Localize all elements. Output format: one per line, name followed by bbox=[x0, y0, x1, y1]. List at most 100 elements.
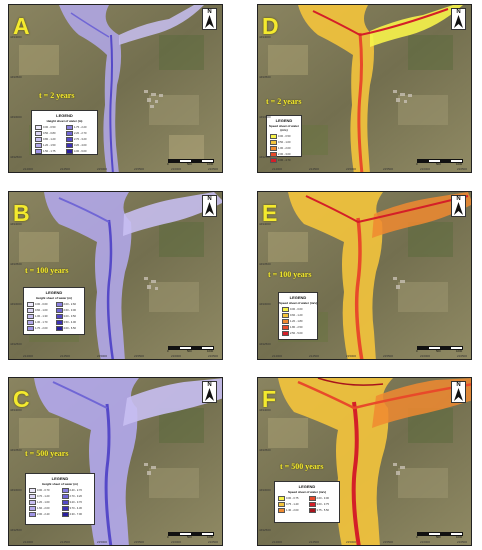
legend-swatch bbox=[61, 494, 69, 499]
village-blocks bbox=[393, 463, 405, 475]
legend-item: 1.40 - 2.00 bbox=[278, 508, 306, 513]
x-coordinate-tick: 216500 bbox=[457, 354, 468, 358]
legend-item: 1.00 - 2.00 bbox=[270, 146, 298, 151]
legend-item-label: 2.50 - 5.00 bbox=[290, 332, 303, 335]
legend-item: 1.20 - 1.50 bbox=[35, 143, 63, 148]
legend-swatch bbox=[270, 140, 277, 145]
legend-swatch bbox=[27, 320, 34, 325]
x-coordinate-tick: 216000 bbox=[420, 167, 431, 171]
legend-item: 3.00 - 3.75 bbox=[308, 502, 337, 507]
scale-bar: 0 500 1000 bbox=[416, 346, 463, 353]
y-coordinate-tick: 4493000 bbox=[10, 488, 22, 492]
scale-label-mid: 500 bbox=[436, 535, 441, 539]
y-coordinate-tick: 4493500 bbox=[259, 448, 271, 452]
y-coordinate-tick: 4493000 bbox=[259, 302, 271, 306]
x-coordinate-tick: 214500 bbox=[309, 167, 320, 171]
legend-item: 0.60 - 1.20 bbox=[282, 313, 314, 318]
x-coordinate-tick: 214500 bbox=[60, 540, 71, 544]
legend-item-label: 2.70 - 3.20 bbox=[69, 495, 82, 498]
x-coordinate-tick: 214000 bbox=[23, 354, 34, 358]
x-coordinate-tick: 214000 bbox=[23, 167, 34, 171]
legend-item: 0.60 - 1.00 bbox=[27, 308, 53, 313]
legend-item: 0.00 - 0.75 bbox=[278, 496, 306, 501]
legend-item-label: 0.00 - 0.75 bbox=[286, 497, 299, 500]
north-arrow-icon bbox=[454, 388, 463, 401]
legend-item: 3.20 - 3.70 bbox=[61, 500, 92, 505]
legend-item: 2.40 - 2.70 bbox=[61, 488, 92, 493]
scale-label-end: 1000 bbox=[456, 535, 463, 539]
map-panel-c: C t = 500 years N LEGEND Height sheet of… bbox=[8, 377, 223, 546]
legend-item-label: 3.70 - 4.30 bbox=[69, 507, 82, 510]
north-arrow: N bbox=[451, 195, 466, 217]
legend-swatch bbox=[278, 496, 285, 501]
scale-label-mid: 500 bbox=[436, 162, 441, 166]
north-arrow: N bbox=[202, 8, 217, 30]
village-blocks bbox=[393, 90, 412, 103]
legend-item-label: 1.20 - 1.50 bbox=[43, 144, 56, 147]
scale-label-start: 0 bbox=[167, 535, 169, 539]
legend-item: 0.75 - 1.40 bbox=[278, 502, 306, 507]
scale-label-mid: 500 bbox=[436, 349, 441, 353]
legend-swatch bbox=[35, 137, 42, 142]
legend-item: 0.00 - 0.60 bbox=[282, 307, 314, 312]
legend: LEGEND Height sheet of water (m) 0.00 - … bbox=[31, 110, 98, 155]
legend-item: 0.00 - 0.70 bbox=[29, 488, 59, 493]
north-arrow: N bbox=[202, 195, 217, 217]
legend-item-label: 0.75 - 1.40 bbox=[286, 503, 299, 506]
legend-subtitle: Speed sheet of water (m/s) bbox=[268, 124, 299, 132]
x-coordinate-tick: 214500 bbox=[60, 167, 71, 171]
panel-letter: F bbox=[262, 386, 277, 412]
legend: LEGEND Height sheet of water (m) 0.00 - … bbox=[23, 287, 85, 335]
x-coordinate-tick: 216000 bbox=[171, 540, 182, 544]
legend-item-label: 0.50 - 1.00 bbox=[278, 141, 291, 144]
x-coordinate-tick: 215000 bbox=[346, 540, 357, 544]
panel-letter: D bbox=[262, 13, 279, 39]
x-coordinate-tick: 215000 bbox=[346, 354, 357, 358]
panel-letter: B bbox=[13, 200, 30, 226]
legend-item: 2.00 - 2.40 bbox=[29, 512, 59, 517]
legend-swatch bbox=[55, 326, 63, 331]
legend-swatch bbox=[29, 488, 36, 493]
scale-bar: 0 500 1000 bbox=[167, 159, 214, 166]
village-blocks bbox=[393, 277, 405, 289]
legend-swatch bbox=[270, 158, 277, 163]
scale-label-mid: 500 bbox=[187, 349, 192, 353]
legend-swatch bbox=[282, 331, 289, 336]
x-coordinate-tick: 215000 bbox=[97, 540, 108, 544]
legend: LEGEND Speed sheet of water (m/s) 0.00 -… bbox=[278, 292, 318, 340]
legend-item: 0.70 - 1.20 bbox=[29, 494, 59, 499]
legend-swatch bbox=[308, 496, 316, 501]
north-arrow: N bbox=[451, 381, 466, 403]
legend-item-label: 1.50 - 1.75 bbox=[43, 150, 56, 153]
legend-item: 1.50 - 1.75 bbox=[35, 149, 63, 154]
legend-item-label: 1.70 - 2.00 bbox=[35, 327, 48, 330]
scale-bar: 0 500 1000 bbox=[416, 159, 463, 166]
north-label: N bbox=[207, 196, 212, 202]
x-coordinate-tick: 215000 bbox=[97, 354, 108, 358]
legend-item: 1.00 - 1.30 bbox=[27, 314, 53, 319]
legend-item-label: 0.60 - 1.20 bbox=[290, 314, 303, 317]
field-parcels bbox=[268, 408, 453, 498]
legend-item-label: 1.20 - 1.80 bbox=[290, 320, 303, 323]
legend-swatch bbox=[35, 149, 42, 154]
legend-swatch bbox=[29, 512, 36, 517]
legend-item: 0.00 - 0.60 bbox=[27, 302, 53, 307]
return-period-label: t = 100 years bbox=[268, 270, 312, 279]
scale-bar: 0 500 1000 bbox=[167, 346, 214, 353]
legend-item: 0.00 - 0.50 bbox=[35, 125, 63, 130]
y-coordinate-tick: 4494000 bbox=[10, 222, 22, 226]
legend-item-label: 2.00 - 2.60 bbox=[63, 303, 76, 306]
legend-item: 0.50 - 1.00 bbox=[270, 140, 298, 145]
x-coordinate-tick: 214000 bbox=[272, 167, 283, 171]
legend-item: 2.70 - 3.20 bbox=[61, 494, 92, 499]
legend-swatch bbox=[308, 508, 316, 513]
y-coordinate-tick: 4492500 bbox=[10, 528, 22, 532]
field-parcels bbox=[19, 408, 204, 498]
flood-extent bbox=[34, 378, 222, 545]
x-coordinate-tick: 214500 bbox=[60, 354, 71, 358]
legend-swatch bbox=[61, 506, 69, 511]
y-coordinate-tick: 4493500 bbox=[10, 75, 22, 79]
x-coordinate-tick: 215000 bbox=[97, 167, 108, 171]
scale-label-end: 1000 bbox=[207, 535, 214, 539]
legend-item-label: 0.50 - 0.80 bbox=[43, 132, 56, 135]
